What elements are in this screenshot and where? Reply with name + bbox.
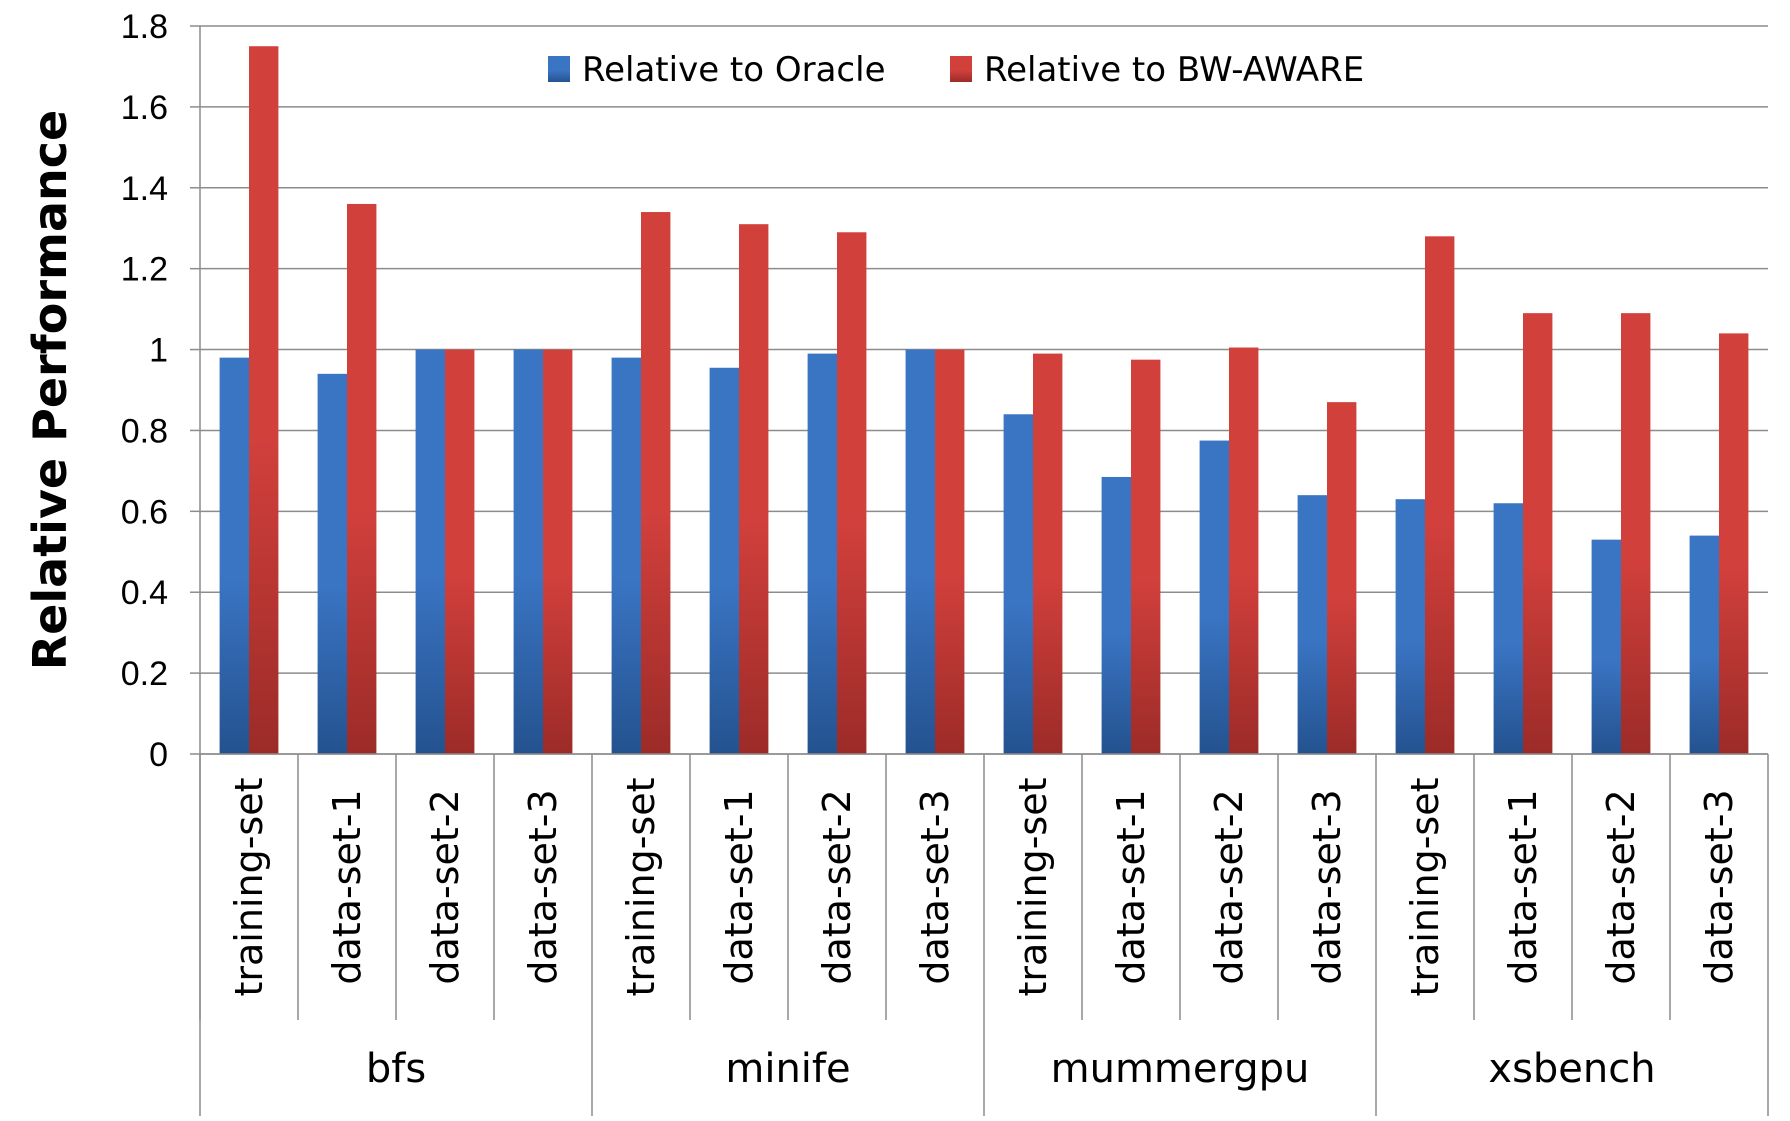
y-tick-label: 0.6 (121, 493, 168, 531)
legend-swatch (548, 56, 570, 82)
bar-relative-to-bw-aware-9 (1033, 353, 1063, 754)
category-labels: training-set data-set-1 data-set-2 data-set… (227, 777, 1741, 1092)
bar-relative-to-oracle-8 (905, 349, 935, 754)
legend-label: Relative to Oracle (582, 50, 886, 90)
category-label: training-set (619, 777, 663, 996)
legend-swatch (950, 56, 972, 82)
bar-relative-to-oracle-10 (1101, 476, 1131, 754)
category-label: data-set-2 (1207, 789, 1251, 984)
group-label-xsbench: xsbench (1488, 1046, 1655, 1092)
y-tick-label: 1 (149, 332, 168, 370)
bar-relative-to-oracle-14 (1493, 503, 1523, 754)
group-label-mummergpu: mummergpu (1051, 1046, 1310, 1092)
bar-relative-to-oracle-11 (1199, 440, 1229, 754)
bar-relative-to-oracle-9 (1003, 414, 1033, 754)
bar-relative-to-oracle-15 (1591, 539, 1621, 754)
group-label-minife: minife (725, 1046, 850, 1092)
y-tick-label: 0.4 (121, 574, 168, 612)
bar-relative-to-oracle-1 (219, 357, 249, 754)
bar-relative-to-bw-aware-1 (249, 46, 279, 755)
category-label: data-set-1 (325, 789, 369, 984)
bar-relative-to-oracle-7 (807, 353, 837, 754)
bar-relative-to-bw-aware-5 (641, 212, 671, 755)
category-label: data-set-2 (815, 789, 859, 984)
category-label: training-set (1011, 777, 1055, 996)
category-label: data-set-3 (913, 789, 957, 984)
bar-relative-to-bw-aware-16 (1719, 333, 1749, 754)
bar-relative-to-bw-aware-15 (1621, 313, 1651, 754)
bar-relative-to-bw-aware-4 (543, 349, 573, 754)
bar-relative-to-oracle-2 (317, 373, 347, 754)
category-label: data-set-3 (1305, 789, 1349, 984)
category-label: data-set-1 (1109, 789, 1153, 984)
category-label: data-set-2 (423, 789, 467, 984)
category-label: training-set (1403, 777, 1447, 996)
legend-label: Relative to BW-AWARE (984, 50, 1364, 90)
bar-relative-to-oracle-12 (1297, 495, 1327, 754)
bar-relative-to-bw-aware-13 (1425, 236, 1455, 754)
y-tick-label: 0.2 (121, 655, 168, 693)
bar-relative-to-oracle-13 (1395, 499, 1425, 754)
bar-relative-to-bw-aware-10 (1131, 359, 1161, 754)
y-tick-labels: 0 0.2 0.4 0.6 0.8 1 1.2 1.4 1.6 1.8 (121, 8, 168, 774)
y-tick-label: 0 (149, 736, 168, 774)
group-label-bfs: bfs (366, 1046, 426, 1092)
bar-relative-to-bw-aware-8 (935, 349, 965, 754)
category-label: data-set-1 (1501, 789, 1545, 984)
category-label: training-set (227, 777, 271, 996)
bar-relative-to-oracle-6 (709, 367, 739, 754)
bar-relative-to-oracle-4 (513, 349, 543, 754)
y-tick-label: 1.8 (121, 8, 168, 46)
bar-relative-to-bw-aware-12 (1327, 402, 1357, 754)
legend: Relative to Oracle Relative to BW-AWARE (548, 50, 1364, 90)
bars (219, 46, 1749, 755)
category-label: data-set-1 (717, 789, 761, 984)
bar-relative-to-bw-aware-2 (347, 203, 377, 754)
y-tick-label: 1.6 (121, 89, 168, 127)
bar-relative-to-oracle-3 (415, 349, 445, 754)
bar-relative-to-bw-aware-7 (837, 232, 867, 754)
axes (190, 25, 1769, 1116)
bar-relative-to-bw-aware-6 (739, 224, 769, 754)
y-axis-label: Relative Performance (23, 110, 77, 670)
category-label: data-set-3 (1697, 789, 1741, 984)
category-label: data-set-3 (521, 789, 565, 984)
bar-relative-to-oracle-16 (1689, 535, 1719, 754)
y-tick-label: 1.2 (121, 251, 168, 289)
bar-relative-to-bw-aware-11 (1229, 347, 1259, 754)
y-tick-label: 1.4 (121, 170, 168, 208)
bar-relative-to-bw-aware-14 (1523, 313, 1553, 754)
y-tick-label: 0.8 (121, 412, 168, 450)
category-label: data-set-2 (1599, 789, 1643, 984)
bar-relative-to-oracle-5 (611, 357, 641, 754)
bar-relative-to-bw-aware-3 (445, 349, 475, 754)
